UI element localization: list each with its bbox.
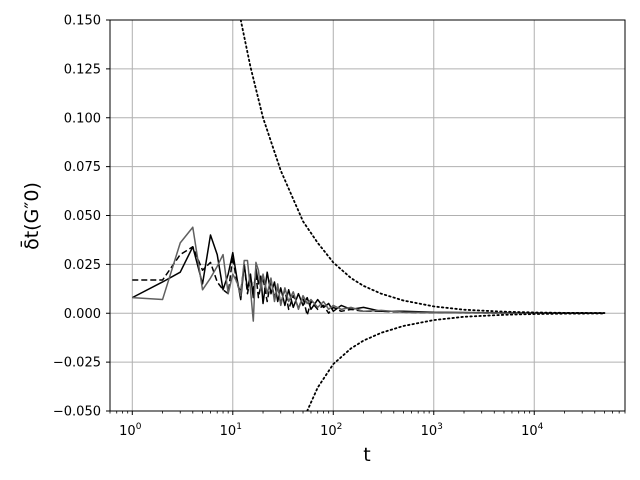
x-tick-label: 104 [521,422,544,439]
series-line-2 [132,226,605,322]
series-line-4 [306,312,606,411]
series-line-0 [131,234,605,314]
series-line-3 [239,20,606,314]
y-tick-label: 0.000 [64,307,101,322]
y-tick-label: 0.075 [64,160,101,175]
y-tick-label: 0.150 [64,14,101,29]
ticks: −0.050 −0.025 0.000 0.025 0.050 0.075 0.100 0.1… [53,14,626,439]
x-axis-label: t [363,444,370,466]
x-tick-label: 102 [320,422,342,439]
x-tick-label: 100 [119,422,142,439]
y-tick-label: 0.025 [64,258,101,273]
y-axis-label: δ̄t(G″0) [19,182,43,250]
x-tick-label: 103 [421,422,443,439]
grid [110,19,625,412]
y-tick-label: 0.050 [64,209,101,224]
x-tick-label: 101 [220,422,242,439]
y-tick-label: −0.050 [53,405,101,420]
series-layer [131,20,606,411]
series-line-1 [132,246,605,316]
y-tick-label: 0.100 [64,111,101,126]
y-tick-label: −0.025 [53,356,101,371]
y-tick-label: 0.125 [64,62,101,77]
